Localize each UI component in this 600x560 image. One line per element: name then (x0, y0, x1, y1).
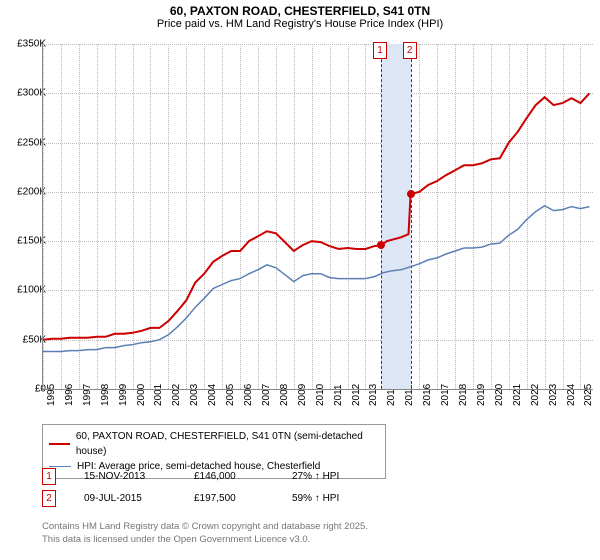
series-price_paid (43, 93, 589, 339)
marker-box-2: 2 (403, 42, 417, 59)
sale-pct: 59% ↑ HPI (292, 493, 339, 504)
sale-dot-2 (407, 190, 415, 198)
legend-swatch (49, 466, 71, 467)
series-hpi (43, 206, 589, 352)
sale-pct: 27% ↑ HPI (292, 471, 339, 482)
sale-row-2: 2 09-JUL-2015 £197,500 59% ↑ HPI (42, 490, 339, 507)
sale-date: 09-JUL-2015 (84, 493, 166, 504)
title-address: 60, PAXTON ROAD, CHESTERFIELD, S41 0TN (0, 4, 600, 18)
legend-label: 60, PAXTON ROAD, CHESTERFIELD, S41 0TN (… (76, 429, 379, 459)
title-subtitle: Price paid vs. HM Land Registry's House … (0, 18, 600, 30)
footer-line1: Contains HM Land Registry data © Crown c… (42, 521, 368, 532)
marker-box-1: 1 (373, 42, 387, 59)
legend-row: 60, PAXTON ROAD, CHESTERFIELD, S41 0TN (… (49, 429, 379, 459)
sale-price: £146,000 (194, 471, 264, 482)
sale-dot-1 (377, 241, 385, 249)
line-series (43, 44, 593, 389)
footer-line2: This data is licensed under the Open Gov… (42, 534, 310, 545)
chart-container: 60, PAXTON ROAD, CHESTERFIELD, S41 0TN P… (0, 0, 600, 560)
title-block: 60, PAXTON ROAD, CHESTERFIELD, S41 0TN P… (0, 0, 600, 30)
sale-date: 15-NOV-2013 (84, 471, 166, 482)
plot-area (42, 44, 593, 390)
sale-marker-box: 1 (42, 468, 56, 485)
sale-marker-box: 2 (42, 490, 56, 507)
sale-row-1: 1 15-NOV-2013 £146,000 27% ↑ HPI (42, 468, 339, 485)
sale-price: £197,500 (194, 493, 264, 504)
legend-swatch (49, 443, 70, 445)
